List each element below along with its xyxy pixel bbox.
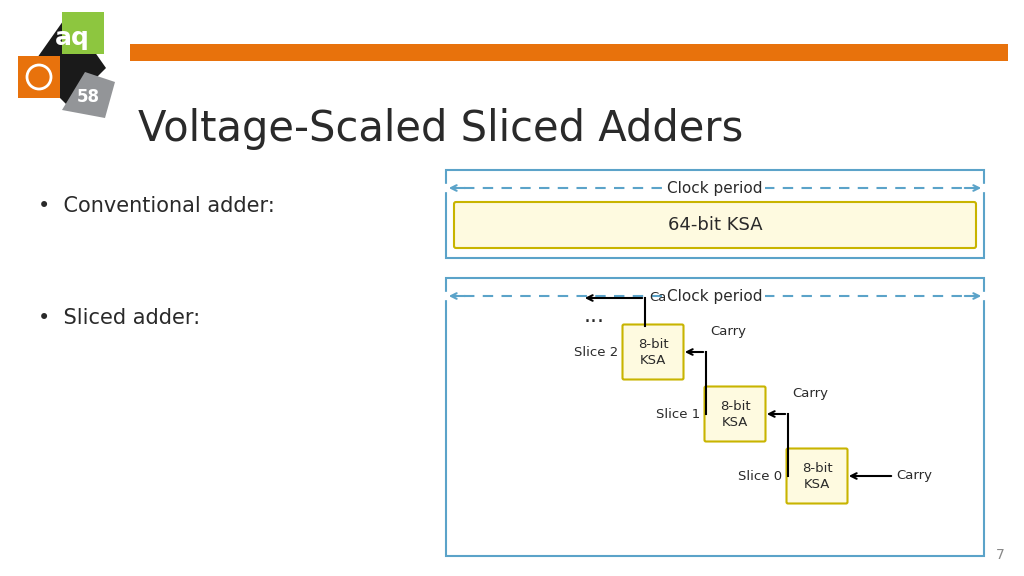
Bar <box>446 170 984 258</box>
Text: 58: 58 <box>77 88 99 106</box>
Text: Slice 0: Slice 0 <box>738 469 782 483</box>
FancyBboxPatch shape <box>18 56 60 98</box>
Circle shape <box>27 65 51 89</box>
Text: aq: aq <box>54 26 89 50</box>
Text: •  Conventional adder:: • Conventional adder: <box>38 196 274 216</box>
Text: 8-bit
KSA: 8-bit KSA <box>802 461 833 491</box>
Polygon shape <box>30 14 106 106</box>
Text: ...: ... <box>584 306 604 326</box>
Bar <box>130 44 1008 61</box>
Polygon shape <box>62 72 115 118</box>
Text: 8-bit
KSA: 8-bit KSA <box>638 338 669 366</box>
FancyBboxPatch shape <box>623 324 683 380</box>
Text: Clock period: Clock period <box>668 289 763 304</box>
FancyBboxPatch shape <box>454 202 976 248</box>
Text: Carry: Carry <box>710 325 746 338</box>
Text: Slice 2: Slice 2 <box>573 346 618 358</box>
Text: Carry: Carry <box>649 290 685 304</box>
Text: 8-bit
KSA: 8-bit KSA <box>720 400 751 429</box>
Text: 7: 7 <box>996 548 1005 562</box>
Text: Carry: Carry <box>896 469 932 483</box>
Text: Carry: Carry <box>792 387 828 400</box>
Text: Slice 1: Slice 1 <box>655 407 700 420</box>
FancyBboxPatch shape <box>786 449 848 503</box>
FancyBboxPatch shape <box>62 12 104 54</box>
Text: Voltage-Scaled Sliced Adders: Voltage-Scaled Sliced Adders <box>138 108 743 150</box>
Text: Clock period: Clock period <box>668 180 763 195</box>
Text: 64-bit KSA: 64-bit KSA <box>668 216 762 234</box>
FancyBboxPatch shape <box>705 386 766 441</box>
Text: •  Sliced adder:: • Sliced adder: <box>38 308 200 328</box>
Bar <box>446 278 984 556</box>
